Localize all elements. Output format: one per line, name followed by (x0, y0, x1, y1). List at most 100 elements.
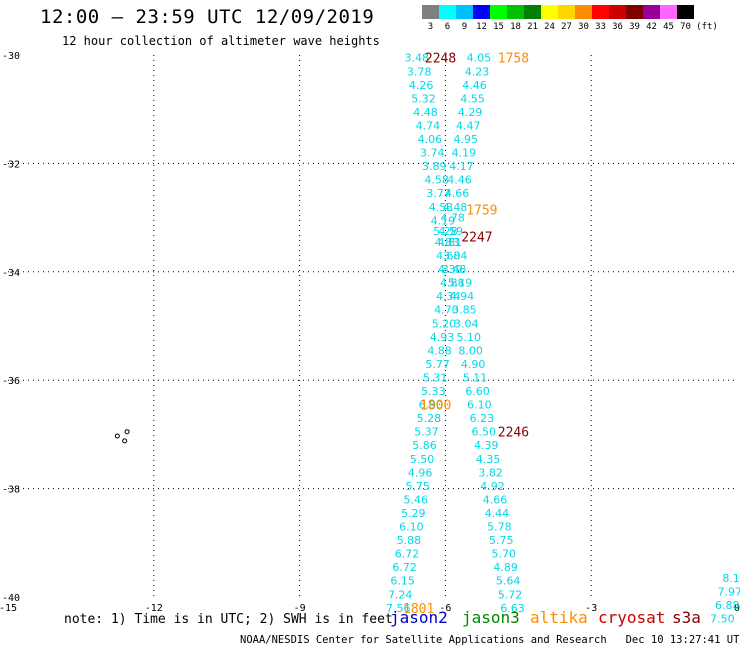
legend-label: 70 (680, 22, 691, 32)
wave-height-point: 4.39 (474, 439, 499, 452)
wave-height-point: 5.28 (417, 412, 442, 425)
wave-height-point: 3.78 (407, 65, 432, 78)
chart-title: 12:00 — 23:59 UTC 12/09/2019 (40, 6, 375, 28)
footer-credit: NOAA/NESDIS Center for Satellite Applica… (240, 634, 740, 646)
legend-label: 30 (578, 22, 589, 32)
pass-time-label: 1800 (420, 399, 451, 414)
wave-height-point: 4.26 (409, 79, 434, 92)
wave-height-point: 4.48 (443, 201, 468, 214)
x-tick-label: -12 (145, 603, 163, 614)
wave-height-point: 5.10 (456, 331, 481, 344)
pass-time-label: 2246 (498, 426, 529, 441)
wave-height-point: 4.48 (413, 106, 438, 119)
wave-height-point: 4.89 (493, 561, 518, 574)
x-tick-label: -6 (439, 603, 451, 614)
legend-swatch (643, 5, 660, 19)
wave-height-point: 4.29 (458, 106, 483, 119)
pass-time-label: 1758 (498, 52, 529, 67)
wave-height-point: 3.77 (426, 187, 451, 200)
wave-height-point: 5.19 (448, 277, 473, 290)
satellite-altika-label: altika (530, 608, 588, 627)
wave-height-point: 4.59 (438, 225, 463, 238)
x-tick-label: 0 (734, 603, 740, 614)
wave-height-point: 6.90 (419, 399, 444, 412)
wave-height-point: 4.06 (418, 133, 443, 146)
wave-height-point: 7.56 (386, 602, 411, 615)
wave-height-point: 4.23 (465, 65, 490, 78)
wave-height-point: 4.46 (462, 79, 487, 92)
wave-height-point: 3.84 (443, 250, 468, 263)
island-mark (122, 438, 128, 444)
legend-swatch (524, 5, 541, 19)
wave-height-point: 6.72 (392, 561, 417, 574)
legend-swatch (626, 5, 643, 19)
wave-height-point: 8.13 (722, 572, 740, 585)
x-tick-label: -9 (294, 603, 306, 614)
legend-label: 6 (444, 22, 451, 32)
wave-height-point: 4.44 (485, 507, 510, 520)
wave-height-point: 4.81 (438, 236, 463, 249)
wave-height-point: 5.86 (412, 439, 437, 452)
wave-height-point: 4.60 (436, 250, 461, 263)
island-mark (124, 429, 130, 435)
legend-swatch (558, 5, 575, 19)
chart-subtitle: 12 hour collection of altimeter wave hei… (62, 34, 380, 48)
wave-height-point: 4.53 (429, 201, 454, 214)
wave-height-point: 4.35 (476, 453, 501, 466)
legend-label: 9 (461, 22, 468, 32)
wave-height-point: 5.50 (410, 453, 435, 466)
wave-height-point: 4.74 (416, 119, 441, 132)
wave-height-point: 4.47 (456, 119, 481, 132)
wave-height-point: 4.39 (438, 263, 463, 276)
legend-label: 18 (510, 22, 521, 32)
wave-height-point: 4.19 (452, 147, 477, 160)
satellite-jason3-label: jason3 (462, 608, 520, 627)
wave-height-point: 3.48 (442, 263, 467, 276)
wave-height-point: 4.17 (449, 160, 474, 173)
legend-label: 12 (476, 22, 487, 32)
x-tick-label: -15 (0, 603, 17, 614)
legend-swatch (575, 5, 592, 19)
wave-height-point: 5.75 (405, 480, 430, 493)
wave-height-point: 5.77 (425, 358, 450, 371)
legend-unit: (ft) (696, 22, 718, 32)
legend-label: 3 (427, 22, 434, 32)
wave-height-point: 4.78 (440, 212, 465, 225)
wave-height-point: 4.46 (447, 174, 472, 187)
wave-height-point: 4.83 (435, 236, 460, 249)
wave-height-point: 5.70 (491, 548, 516, 561)
wave-height-point: 4.05 (467, 52, 492, 65)
wave-height-point: 6.23 (470, 412, 495, 425)
wave-height-point: 4.70 (434, 304, 459, 317)
legend-swatch (660, 5, 677, 19)
wave-height-point: 6.15 (390, 575, 415, 588)
wave-height-point: 6.60 (465, 385, 490, 398)
wave-height-point: 4.94 (450, 290, 475, 303)
y-tick-label: -36 (2, 376, 20, 387)
pass-time-label: 1801 (403, 602, 434, 617)
wave-height-point: 3.74 (420, 147, 445, 160)
legend-swatch (439, 5, 456, 19)
wave-height-point: 4.88 (440, 277, 465, 290)
x-tick-label: -3 (585, 603, 597, 614)
wave-height-point: 5.78 (487, 521, 512, 534)
satellite-jason2-label: jason2 (390, 608, 448, 627)
legend-swatch (677, 5, 694, 19)
wave-height-point: 4.66 (483, 493, 508, 506)
legend-label: 42 (646, 22, 657, 32)
legend-label: 39 (629, 22, 640, 32)
legend-label: 33 (595, 22, 606, 32)
legend-label: 45 (663, 22, 674, 32)
wave-height-point: 4.93 (430, 331, 455, 344)
wave-height-point: 3.48 (404, 52, 429, 65)
wave-height-point: 4.90 (461, 358, 486, 371)
wave-height-point: 4.55 (460, 92, 485, 105)
wave-height-point: 5.29 (401, 507, 426, 520)
wave-height-point: 5.64 (496, 575, 521, 588)
wave-height-point: 5.32 (411, 92, 436, 105)
legend-swatch (490, 5, 507, 19)
wave-height-point: 7.50 (710, 613, 735, 626)
legend-swatch (507, 5, 524, 19)
y-tick-label: -34 (2, 268, 20, 279)
